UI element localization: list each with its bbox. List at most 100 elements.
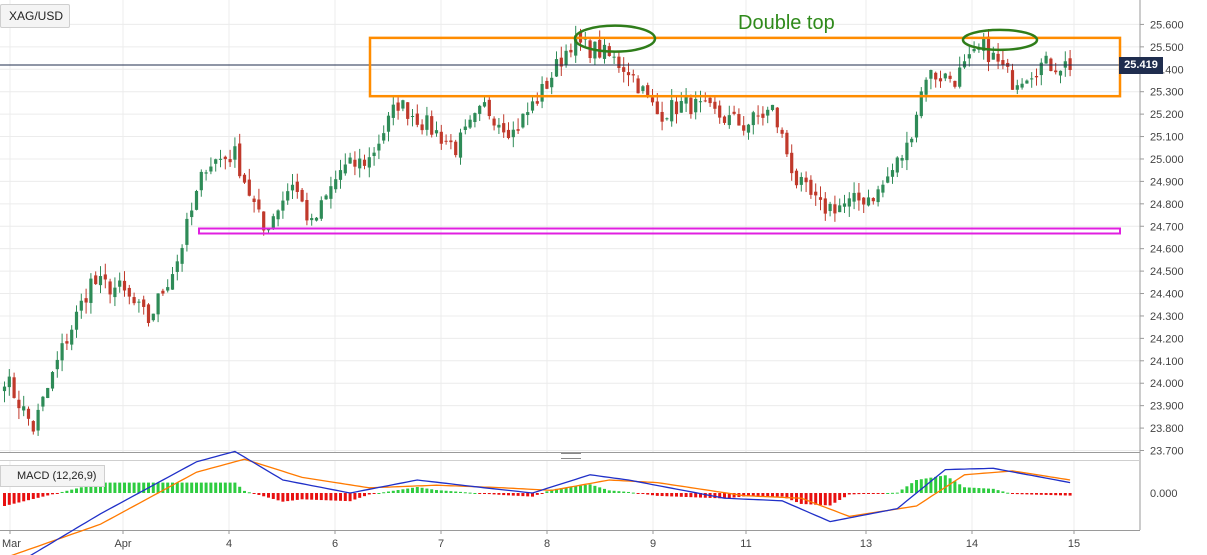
candle-body <box>17 399 21 409</box>
macd-histogram-bar <box>732 493 736 498</box>
x-tick-label: 15 <box>1068 538 1080 550</box>
candle-body <box>516 129 520 131</box>
x-tick-label: Mar <box>2 538 21 550</box>
macd-histogram-bar <box>411 487 414 493</box>
candle-body <box>770 104 775 111</box>
macd-histogram-bar <box>497 493 501 495</box>
macd-histogram-bar <box>300 493 304 500</box>
candle-body <box>1063 61 1067 68</box>
macd-histogram-bar <box>915 480 918 493</box>
macd-histogram-bar <box>963 487 966 493</box>
candle-body <box>996 53 1000 62</box>
candle-body <box>137 301 141 303</box>
candle-body <box>175 261 179 272</box>
candle-body <box>420 124 424 131</box>
macd-histogram-bar <box>641 493 645 494</box>
y-tick-label: 24.700 <box>1150 221 1184 233</box>
macd-histogram-bar <box>631 492 635 494</box>
candle-body <box>1020 83 1024 88</box>
candle-body <box>367 157 371 168</box>
double-top-annotation: Double top <box>738 12 835 34</box>
macd-histogram-bar <box>123 482 126 493</box>
candle-body <box>430 116 434 135</box>
candle-body <box>703 100 707 102</box>
candle-body <box>698 101 703 103</box>
macd-histogram-bar <box>742 493 746 497</box>
macd-histogram-bar <box>535 493 539 495</box>
candle-body <box>636 78 640 94</box>
x-tick-label: 9 <box>650 538 656 550</box>
candle-body <box>31 421 35 432</box>
macd-histogram-bar <box>492 493 496 495</box>
y-tick-label: 25.200 <box>1150 109 1184 121</box>
candle-body <box>118 280 122 287</box>
candle-body <box>156 293 160 315</box>
candle-body <box>876 189 880 203</box>
y-tick-label: 25.600 <box>1150 19 1184 31</box>
candle-body <box>170 274 175 290</box>
macd-histogram-bar <box>113 482 117 493</box>
candle-body <box>886 176 890 183</box>
candle-body <box>70 329 74 345</box>
candle-body <box>79 300 83 311</box>
macd-histogram-bar <box>929 477 933 493</box>
macd-histogram-bar <box>507 493 510 496</box>
macd-histogram-bar <box>559 488 563 493</box>
macd-histogram-bar <box>900 489 904 493</box>
y-tick-label: 25.500 <box>1150 42 1184 54</box>
macd-histogram-bar <box>655 493 659 496</box>
candle-body <box>713 101 717 109</box>
candle-body <box>866 197 871 206</box>
macd-histogram-bar <box>387 491 390 493</box>
macd-histogram-bar <box>425 488 429 493</box>
candle-body <box>641 86 645 91</box>
candle-body <box>871 198 875 202</box>
macd-histogram-bar <box>636 493 640 494</box>
candle-body <box>900 158 904 161</box>
candle-body <box>617 56 621 69</box>
macd-histogram-bar <box>243 490 246 493</box>
candle-body <box>487 99 491 117</box>
macd-histogram-bar <box>694 493 698 498</box>
candle-body <box>655 101 659 115</box>
macd-histogram-bar <box>502 493 506 496</box>
macd-histogram-bar <box>468 492 472 494</box>
candle-body <box>305 199 309 221</box>
macd-histogram-bar <box>262 493 266 497</box>
macd-histogram-bar <box>12 493 16 504</box>
macd-histogram-bar <box>51 493 54 495</box>
macd-histogram-bar <box>665 493 669 497</box>
candle-body <box>852 192 856 202</box>
candle-body <box>142 299 146 307</box>
candle-body <box>242 174 247 183</box>
candle-body <box>252 198 256 203</box>
macd-histogram-bar <box>267 493 270 498</box>
macd-histogram-bar <box>987 488 990 493</box>
macd-histogram-bar <box>713 493 717 499</box>
candle-body <box>574 35 578 56</box>
candle-body <box>46 387 50 399</box>
macd-histogram-bar <box>540 493 544 494</box>
candle-body <box>372 152 376 157</box>
macd-signal-line <box>11 458 1071 555</box>
candle-body <box>506 129 511 139</box>
macd-histogram-bar <box>953 481 957 493</box>
candle-body <box>343 164 347 174</box>
macd-histogram-bar <box>982 488 986 493</box>
candle-body <box>338 170 343 180</box>
y-tick-label: 25.100 <box>1150 132 1184 144</box>
candle-body <box>1025 80 1029 84</box>
x-tick-label: 6 <box>332 538 338 550</box>
candle-body <box>382 133 386 141</box>
macd-histogram-bar <box>142 482 146 493</box>
candle-body <box>314 217 319 221</box>
candle-body <box>526 112 530 116</box>
macd-histogram-bar <box>593 485 597 493</box>
pane-splitter-handle[interactable] <box>561 453 581 459</box>
macd-histogram-bar <box>598 487 602 493</box>
candle-body <box>684 94 688 104</box>
macd-histogram-bar <box>511 493 515 496</box>
x-tick-label: 14 <box>966 538 978 550</box>
candle-body <box>257 199 261 210</box>
macd-histogram-bar <box>252 493 256 494</box>
